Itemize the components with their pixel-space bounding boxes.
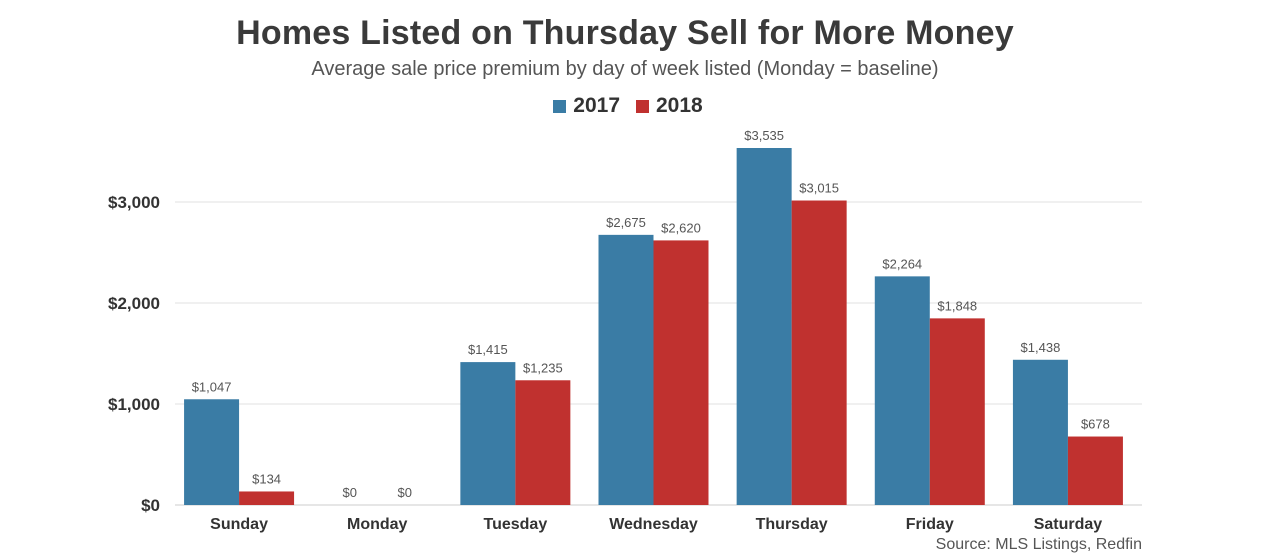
legend-label-2018: 2018 [656, 94, 703, 117]
bar-2018-friday [929, 318, 985, 505]
bar-2018-wednesday [653, 240, 709, 505]
bar-2018-saturday [1067, 436, 1123, 505]
y-tick-label: $1,000 [108, 395, 160, 414]
chart-subtitle: Average sale price premium by day of wee… [311, 58, 939, 80]
data-label: $1,235 [523, 360, 563, 375]
bar-2017-thursday [736, 148, 792, 505]
bar-2018-tuesday [515, 380, 571, 505]
y-tick-label: $2,000 [108, 294, 160, 313]
y-tick-label: $0 [141, 496, 160, 515]
data-label: $3,535 [744, 128, 784, 143]
data-label: $2,264 [882, 256, 922, 271]
data-label: $2,675 [606, 215, 646, 230]
y-tick-label: $3,000 [108, 193, 160, 212]
source-note: Source: MLS Listings, Redfin [935, 536, 1142, 553]
data-label: $3,015 [799, 181, 839, 196]
data-label: $0 [397, 485, 411, 500]
legend-item-2018: 2018 [636, 94, 703, 118]
data-label: $1,415 [468, 342, 508, 357]
data-label: $1,438 [1021, 340, 1061, 355]
data-label: $1,047 [192, 379, 232, 394]
x-tick-label: Tuesday [483, 516, 547, 533]
x-tick-label: Wednesday [609, 516, 698, 533]
x-tick-label: Monday [347, 516, 408, 533]
bar-2017-wednesday [598, 234, 654, 505]
bar-2017-sunday [184, 399, 240, 505]
data-label: $678 [1081, 417, 1110, 432]
bar-2017-friday [874, 276, 930, 505]
x-tick-label: Thursday [756, 516, 828, 533]
bar-2017-saturday [1012, 359, 1068, 505]
legend-swatch-2018 [636, 99, 649, 113]
data-label: $2,620 [661, 220, 701, 235]
x-tick-label: Sunday [210, 516, 268, 533]
bar-2018-sunday [239, 491, 295, 505]
bar-2017-tuesday [460, 362, 516, 505]
legend-label-2017: 2017 [573, 94, 620, 117]
data-label: $134 [252, 471, 281, 486]
chart-title: Homes Listed on Thursday Sell for More M… [236, 14, 1014, 52]
chart-legend: 2017 2018 [0, 94, 1256, 118]
x-tick-label: Saturday [1034, 516, 1103, 533]
data-label: $1,848 [937, 298, 977, 313]
legend-swatch-2017 [553, 99, 567, 113]
x-tick-label: Friday [906, 516, 954, 533]
bar-2018-thursday [791, 200, 847, 506]
legend-item-2017: 2017 [553, 94, 620, 118]
data-label: $0 [342, 485, 356, 500]
